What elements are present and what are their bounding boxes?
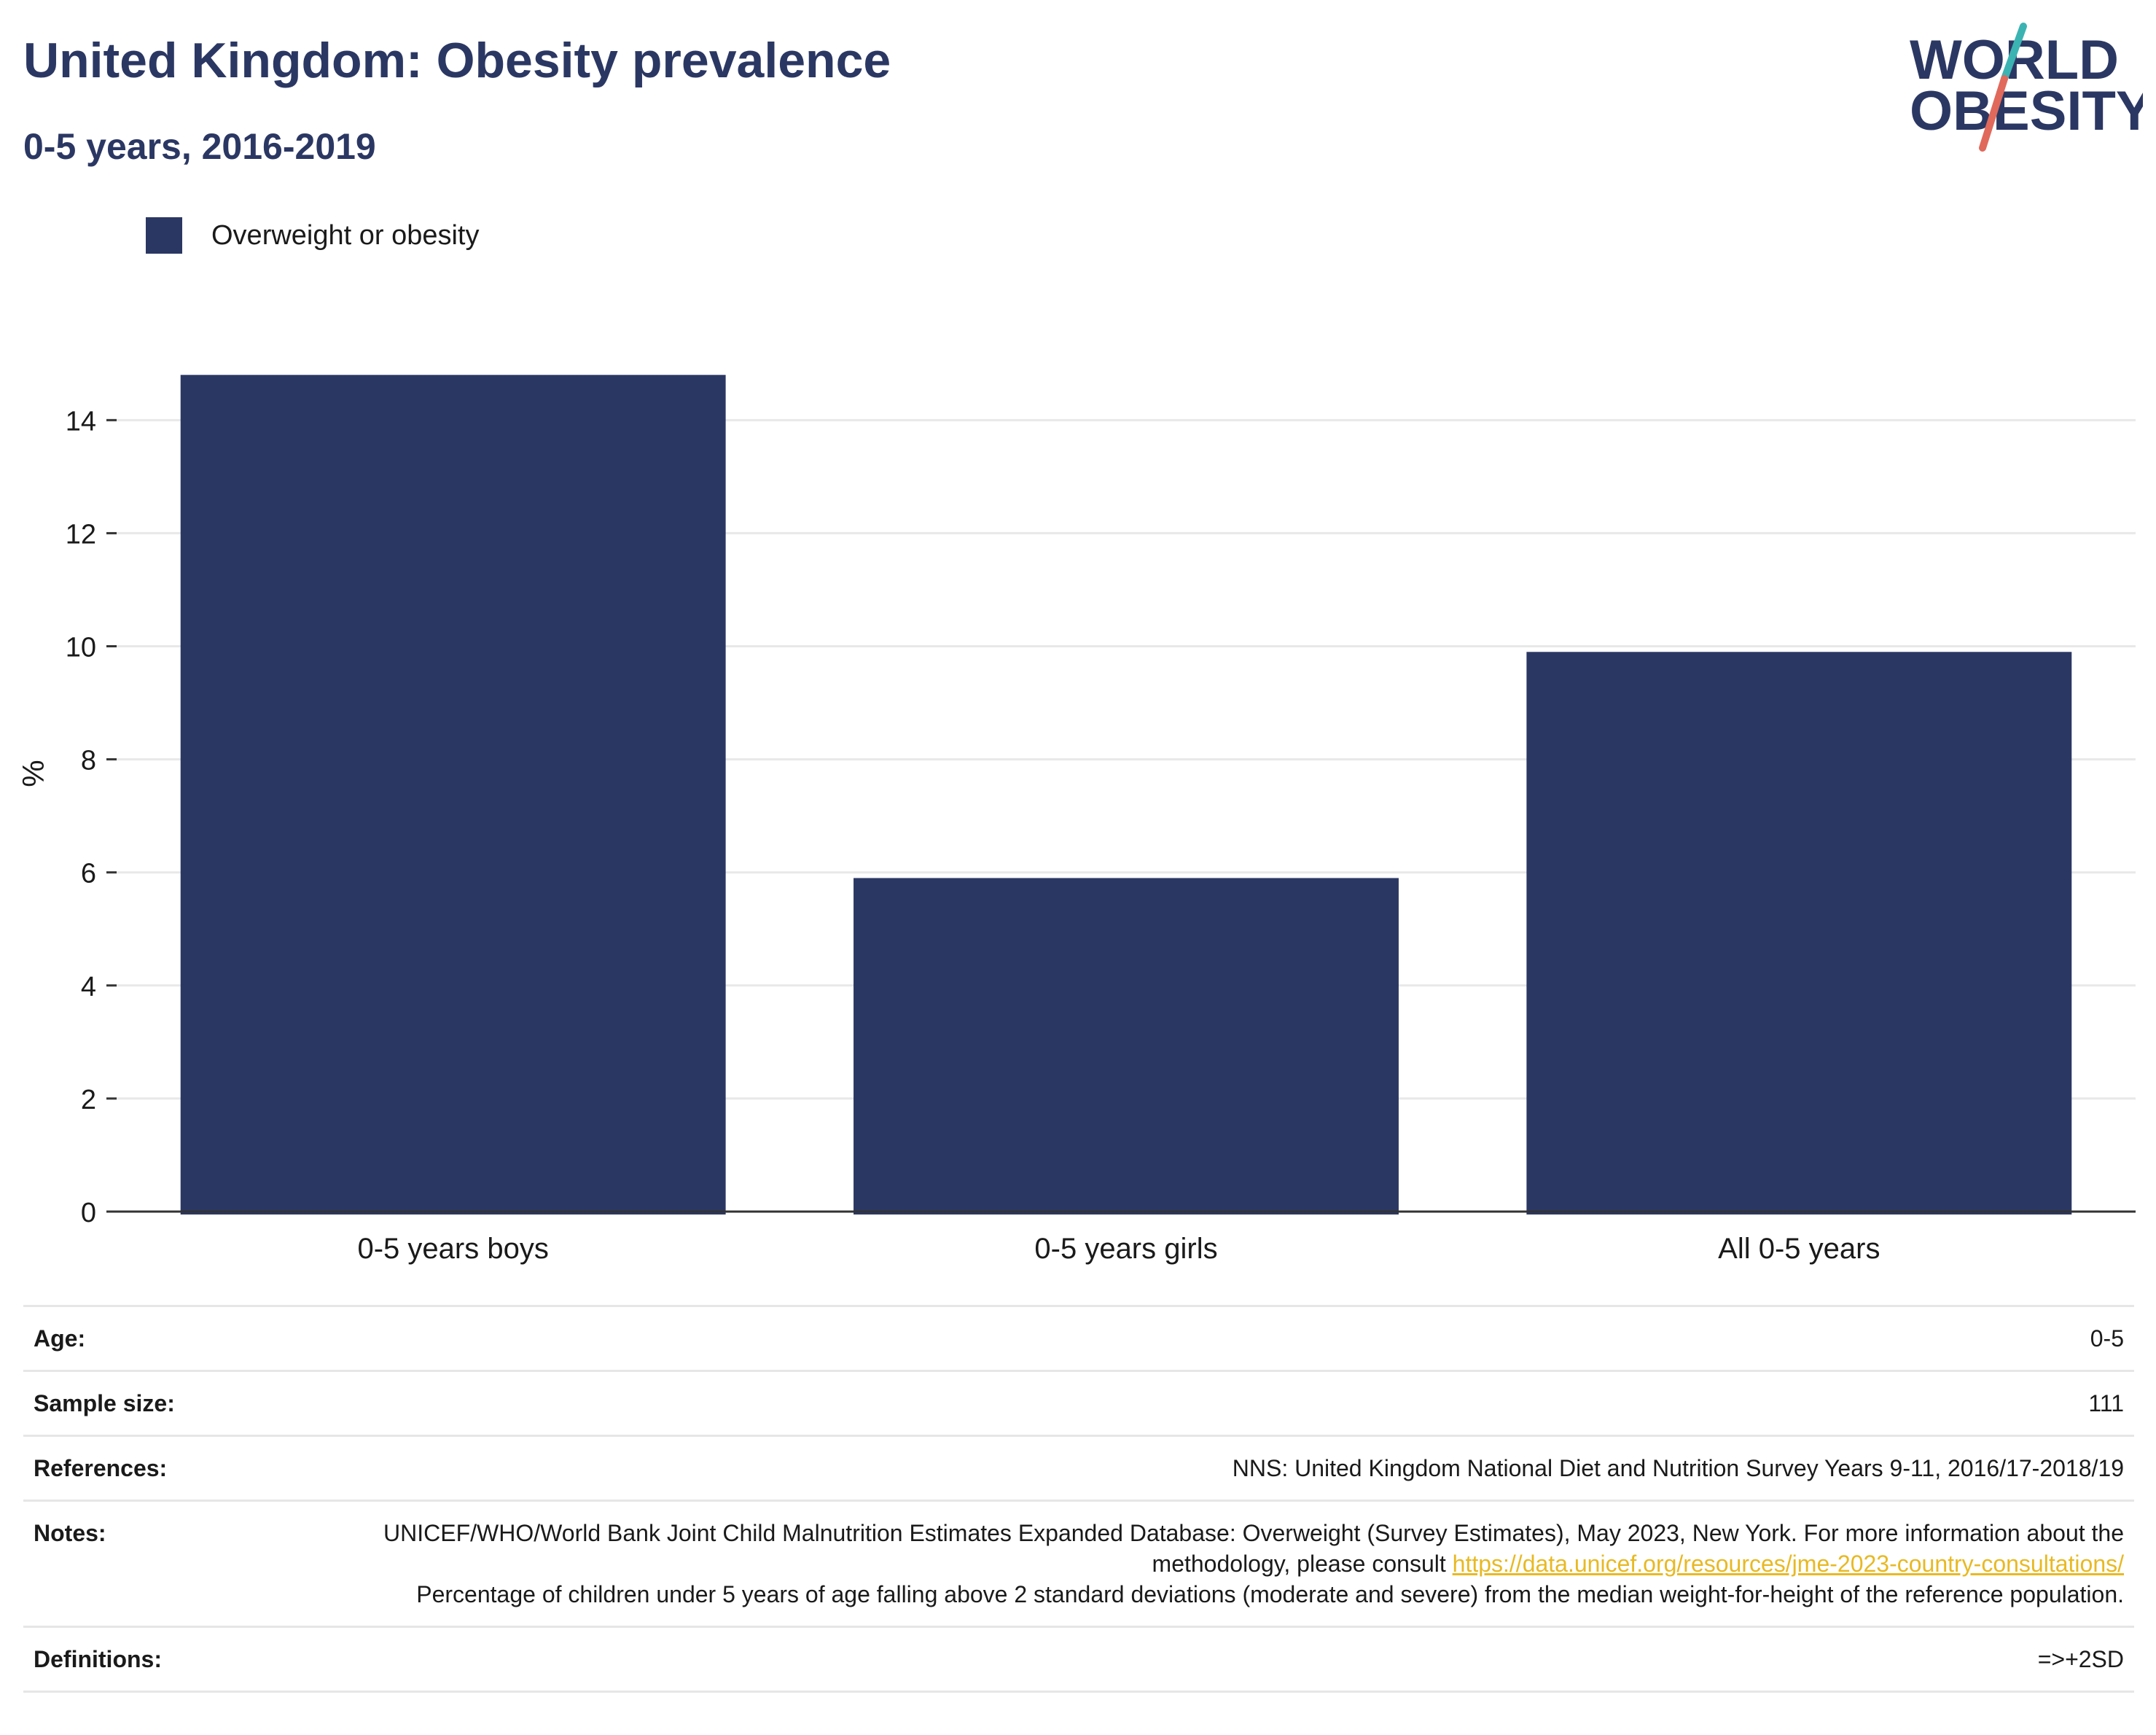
info-row-age: Age: 0-5	[23, 1306, 2134, 1371]
x-tick-label: 0-5 years boys	[357, 1233, 548, 1265]
age-value: 0-5	[2090, 1325, 2124, 1352]
notes-label: Notes:	[34, 1520, 106, 1546]
age-label: Age:	[34, 1325, 86, 1352]
y-tick-label: 8	[81, 746, 96, 776]
y-axis-title: %	[16, 760, 50, 787]
world-obesity-logo: WORLD OBESITY	[1910, 23, 2143, 152]
info-row-definitions: Definitions: =>+2SD	[23, 1626, 2134, 1692]
bar	[854, 878, 1399, 1214]
notes-text-1: UNICEF/WHO/World Bank Joint Child Malnut…	[383, 1520, 2124, 1577]
bar-chart: 0 2 4 6 8 10 12 14% 0-5 years boys 0-5 years girl…	[16, 375, 2136, 1265]
sample-size-value: 111	[2088, 1390, 2124, 1416]
definitions-label: Definitions:	[34, 1646, 162, 1672]
bar	[180, 375, 726, 1214]
y-tick-label: 10	[66, 633, 96, 663]
logo-slash-red	[1979, 75, 2008, 152]
methodology-link[interactable]: https://data.unicef.org/resources/jme-20…	[1452, 1551, 2124, 1577]
references-label: References:	[34, 1455, 168, 1481]
x-tick-label: All 0-5 years	[1718, 1233, 1880, 1265]
legend-swatch	[146, 217, 182, 254]
info-row-notes: Notes: UNICEF/WHO/World Bank Joint Child…	[23, 1500, 2134, 1627]
y-tick-label: 6	[81, 859, 96, 889]
definitions-value: =>+2SD	[2037, 1646, 2124, 1672]
logo-line2: OBESITY	[1910, 80, 2143, 142]
info-row-references: References: NNS: United Kingdom National…	[23, 1435, 2134, 1501]
info-row-sample-size: Sample size: 111	[23, 1371, 2134, 1436]
legend: Overweight or obesity	[146, 217, 480, 254]
y-tick-label: 0	[81, 1198, 96, 1228]
chart-title: United Kingdom: Obesity prevalence	[23, 33, 891, 88]
notes-value: UNICEF/WHO/World Bank Joint Child Malnut…	[335, 1501, 2134, 1627]
y-tick-label: 4	[81, 972, 96, 1002]
legend-label: Overweight or obesity	[211, 219, 480, 251]
info-table: Age: 0-5 Sample size: 111 References: NN…	[23, 1305, 2134, 1693]
sample-size-label: Sample size:	[34, 1390, 175, 1416]
notes-text-2: Percentage of children under 5 years of …	[416, 1581, 2124, 1607]
bar	[1526, 652, 2072, 1214]
y-tick-label: 14	[66, 406, 96, 437]
chart-subtitle: 0-5 years, 2016-2019	[23, 126, 376, 167]
references-value: NNS: United Kingdom National Diet and Nu…	[1232, 1455, 2124, 1481]
y-tick-label: 12	[66, 519, 96, 550]
x-tick-label: 0-5 years girls	[1034, 1233, 1217, 1265]
y-tick-label: 2	[81, 1085, 96, 1115]
logo-slash-teal	[2001, 23, 2027, 82]
